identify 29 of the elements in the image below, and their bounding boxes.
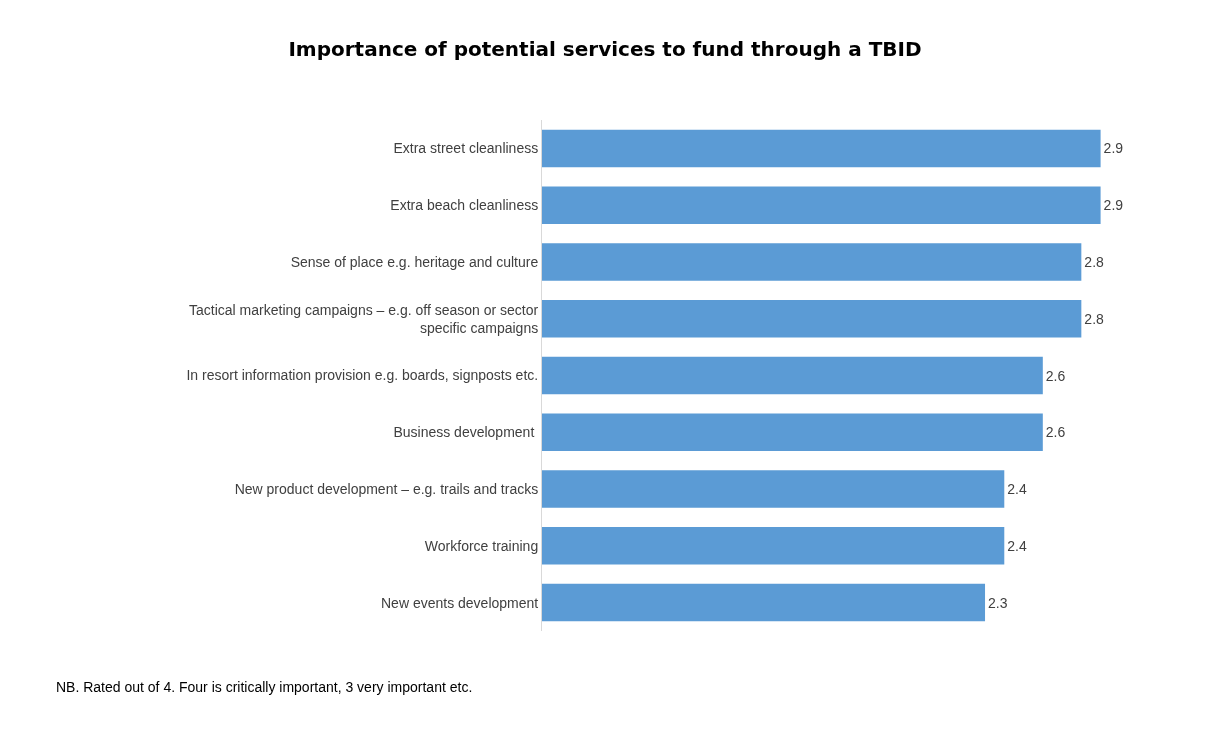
y-tick-label: Extra street cleanliness [393, 140, 539, 157]
y-tick-label: Business development [393, 424, 539, 441]
data-label: 2.4 [1007, 481, 1027, 498]
y-tick-label: Tactical marketing campaigns – e.g. off season or sector specific campaigns [189, 301, 539, 336]
data-label: 2.9 [1103, 197, 1124, 214]
y-tick-label: Sense of place e.g. heritage and culture [290, 253, 539, 270]
bar [542, 413, 1043, 452]
data-label: 2.9 [1103, 140, 1124, 157]
data-label: 2.8 [1084, 310, 1105, 327]
y-tick-label: New product development – e.g. trails and tracks [234, 480, 539, 497]
data-label: 2.8 [1084, 253, 1105, 270]
bar [542, 243, 1082, 281]
bar [542, 129, 1101, 168]
y-tick-label: Workforce training [424, 537, 539, 554]
bar [542, 470, 1005, 508]
bar [542, 186, 1101, 224]
y-tick-label: Extra beach cleanliness [390, 197, 539, 214]
bar [542, 583, 986, 622]
bar [542, 299, 1082, 338]
data-label: 2.6 [1045, 424, 1066, 441]
data-label: 2.4 [1007, 537, 1027, 554]
data-label: 2.6 [1045, 367, 1066, 384]
data-label: 2.3 [988, 594, 1008, 611]
bar [542, 356, 1043, 395]
y-tick-label: In resort information provision e.g. boards, signposts etc. [186, 367, 539, 384]
chart-title: Importance of potential services to fund through a TBID [288, 36, 922, 61]
bar [542, 527, 1005, 565]
text: NB. Rated out of 4. Four is critically important, 3 very important etc. [56, 679, 473, 695]
y-tick-label: New events development [381, 594, 539, 611]
